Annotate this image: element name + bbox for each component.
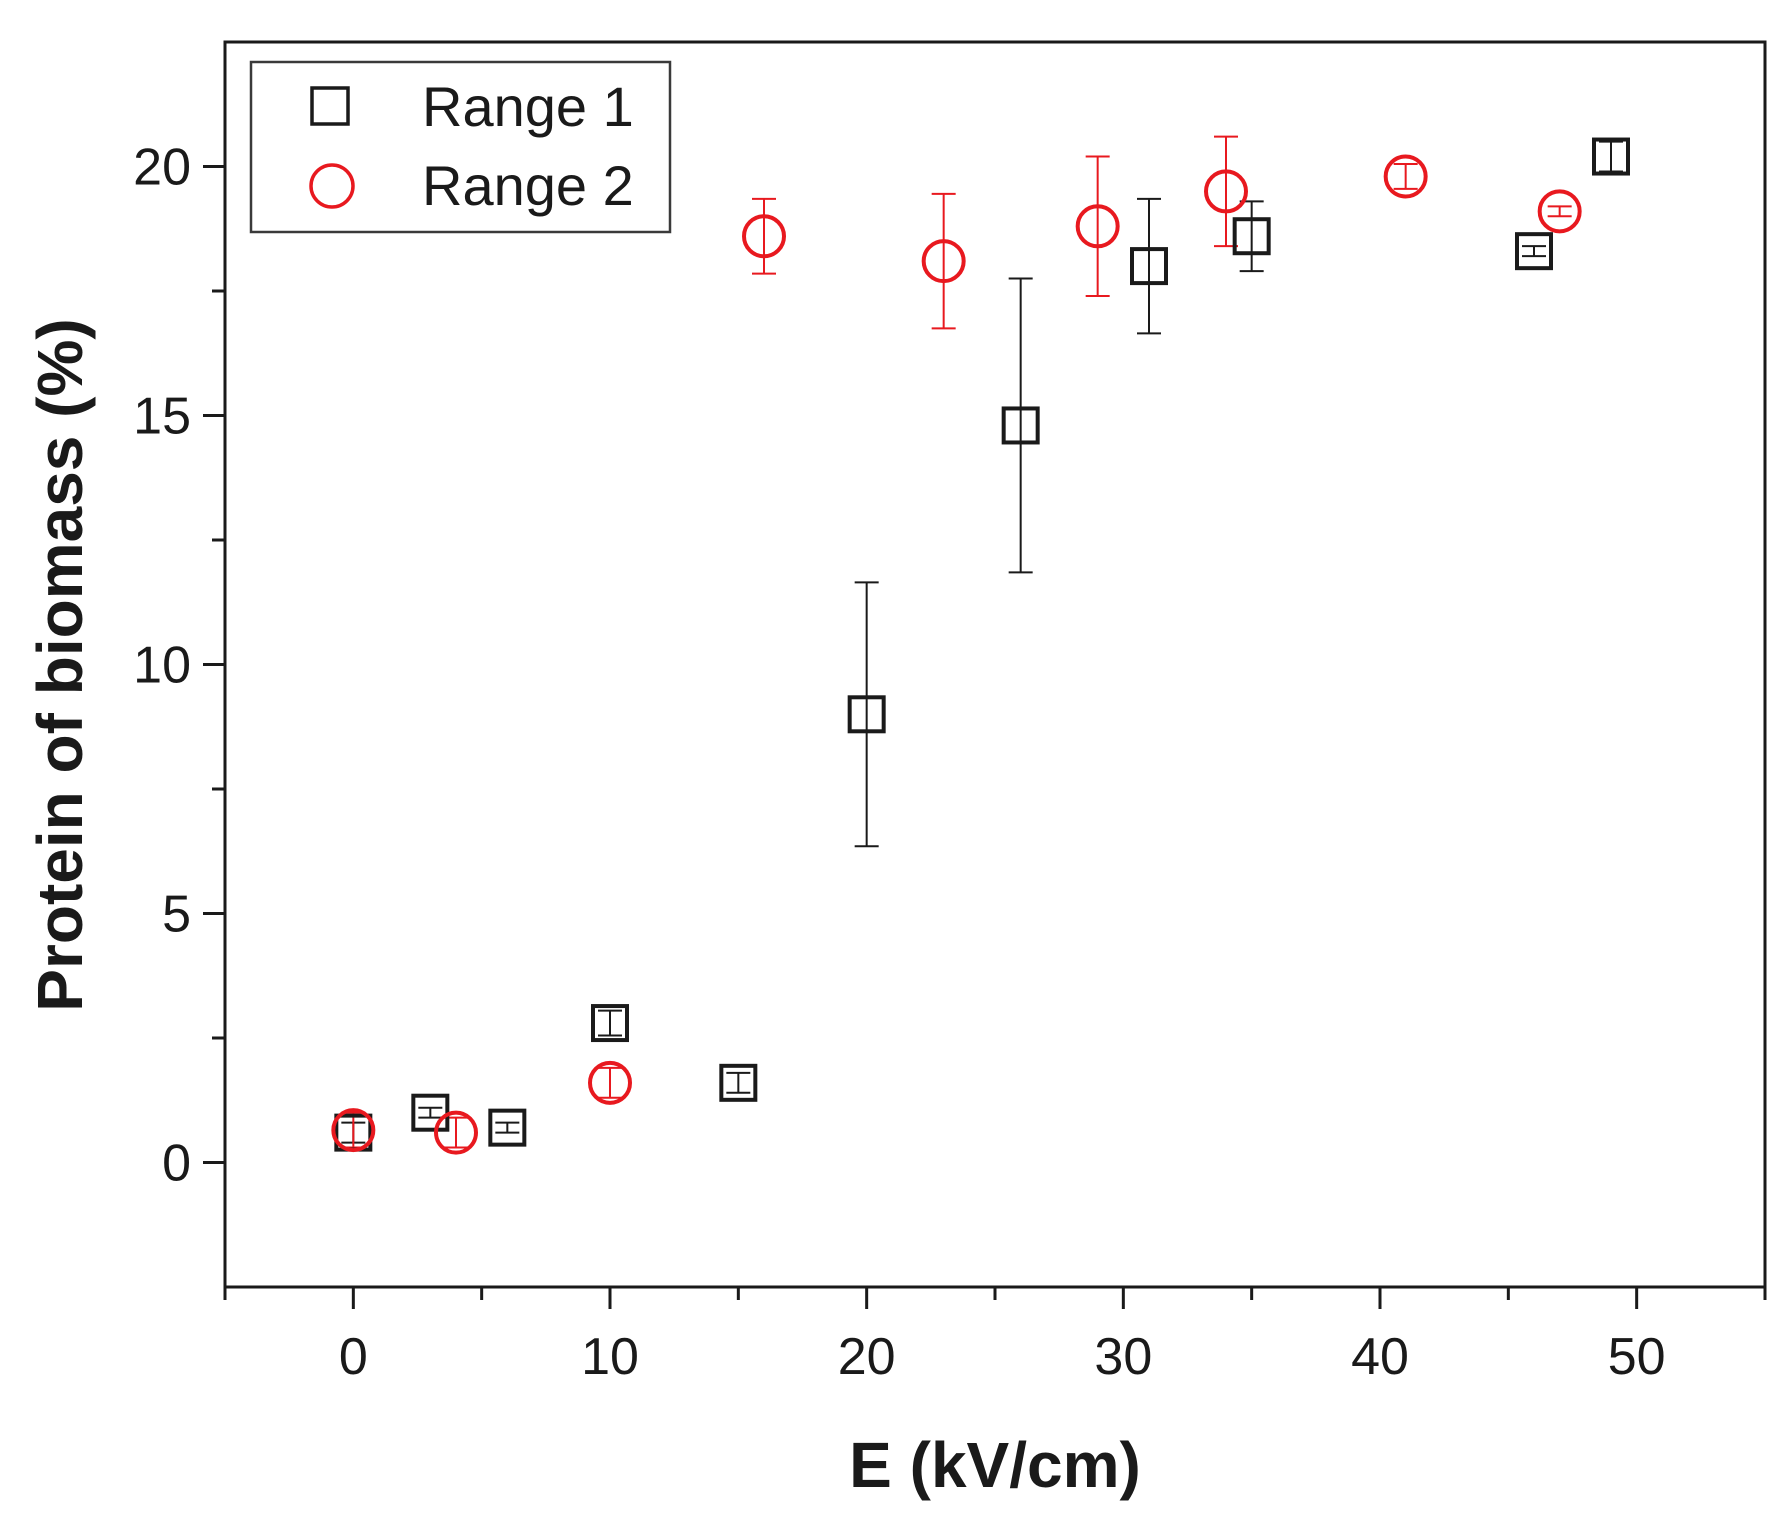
- legend: Range 1 Range 2: [249, 60, 672, 234]
- range-1-square-marker: [719, 1063, 758, 1102]
- x-tick-label: 50: [1608, 1328, 1666, 1386]
- range-1-square-marker: [591, 1004, 629, 1043]
- range-1-square-marker: [1001, 406, 1040, 445]
- x-tick-label: 40: [1351, 1328, 1409, 1386]
- y-tick-label: 15: [133, 388, 191, 446]
- axis-ticks: [203, 165, 1767, 1309]
- error-bars: [341, 135, 1623, 1149]
- x-tick-label: 20: [838, 1328, 896, 1386]
- range-1-square-marker: [1130, 247, 1168, 286]
- legend-circle-icon: [309, 163, 355, 209]
- range-2-circle-marker: [588, 1060, 632, 1105]
- range-1-square-marker: [488, 1108, 527, 1147]
- range-2-circle-marker: [1537, 189, 1582, 234]
- legend-label-range-2: Range 2: [422, 154, 634, 217]
- x-tick-label: 30: [1094, 1328, 1152, 1386]
- range-2-circle-marker: [434, 1110, 478, 1155]
- range-2-circle-marker: [921, 239, 966, 284]
- range-1-square-marker: [1232, 217, 1271, 256]
- y-axis-title: Protein of biomass (%): [24, 318, 96, 1011]
- y-tick-label: 20: [133, 139, 191, 197]
- legend-label-range-1: Range 1: [422, 75, 634, 138]
- range-2-circle-marker: [1075, 204, 1120, 249]
- range-2-circle-marker: [742, 214, 786, 259]
- y-tick-label: 10: [133, 637, 191, 695]
- range-1-square-marker: [847, 695, 886, 734]
- y-tick-label: 0: [162, 1135, 191, 1193]
- range-1-square-marker: [1592, 137, 1630, 176]
- range-2-circle-marker: [1204, 169, 1248, 214]
- y-tick-label: 5: [162, 886, 191, 944]
- data-markers: [331, 137, 1630, 1155]
- range-2-circle-marker: [1383, 154, 1428, 199]
- legend-square-icon: [310, 86, 350, 126]
- range-1-square-marker: [1515, 232, 1553, 271]
- range-2-circle-marker: [331, 1108, 376, 1153]
- x-tick-label: 10: [581, 1328, 639, 1386]
- tick-labels: 0 10 20 30 40 50 0 5 10 15 20: [133, 139, 1665, 1387]
- x-axis-title: E (kV/cm): [849, 1429, 1141, 1501]
- x-tick-label: 0: [339, 1328, 368, 1386]
